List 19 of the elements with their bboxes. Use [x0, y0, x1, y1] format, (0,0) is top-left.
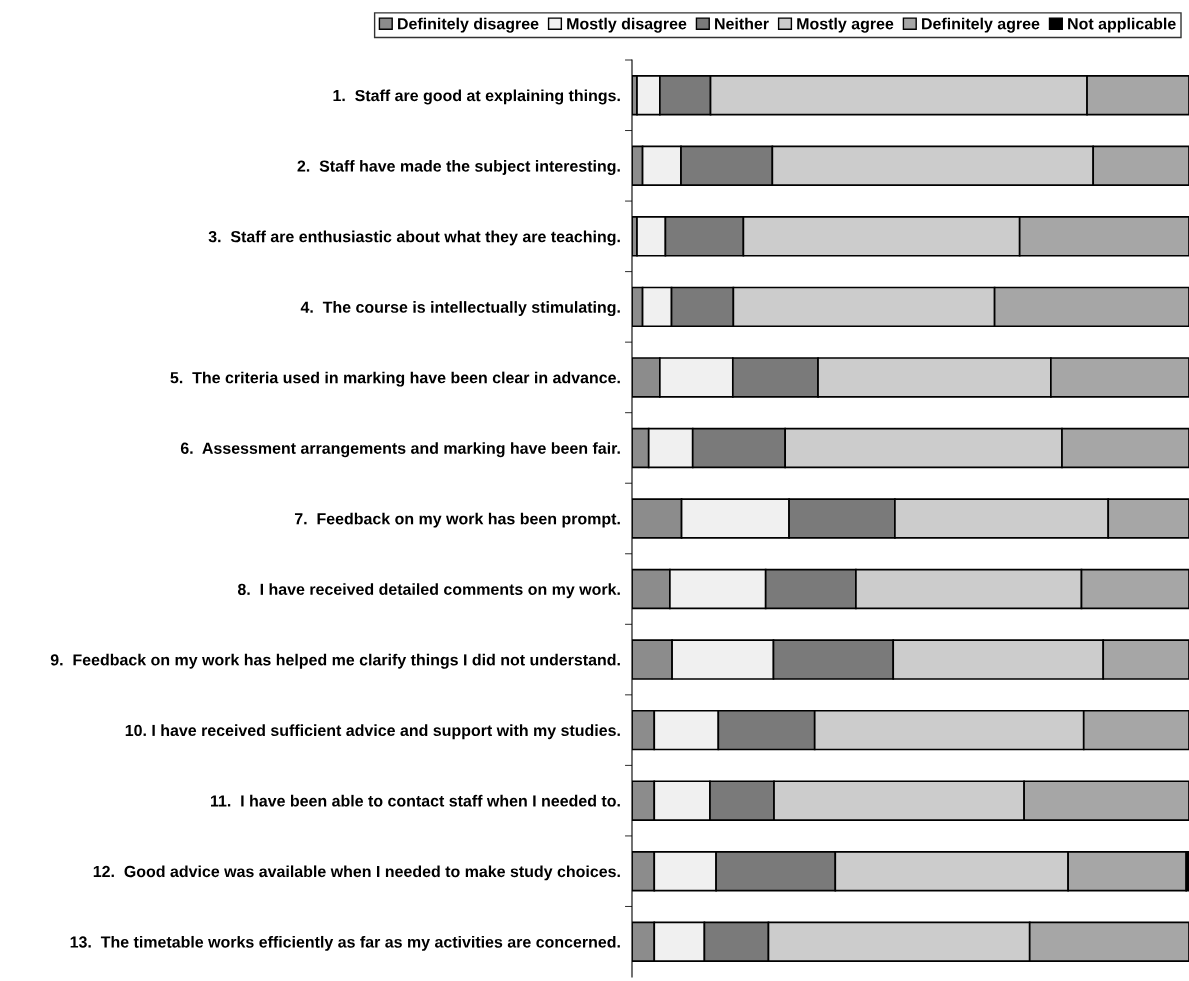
legend-label: Mostly disagree [567, 17, 687, 33]
y-tick-label: 6. Assessment arrangements and marking have been fair. [180, 442, 620, 458]
y-tick-label: 12. Good advice was available when I needed to make study choices. [93, 865, 620, 881]
legend-label: Not applicable [1068, 17, 1176, 33]
y-tick-label: 1. Staff are good at explaining things. [333, 89, 620, 105]
y-tick-label: 9. Feedback on my work has helped me clarify things I did not understand. [50, 653, 620, 669]
y-tick-label: 3. Staff are enthusiastic about what they are teaching. [208, 230, 620, 246]
y-tick-label: 5. The criteria used in marking have been clear in advance. [170, 371, 620, 387]
y-tick-label: 7. Feedback on my work has been prompt. [294, 512, 620, 528]
y-tick-label: 8. I have received detailed comments on my work. [237, 583, 620, 599]
legend-label: Definitely agree [922, 17, 1040, 33]
legend-label: Neither [715, 17, 769, 30]
y-tick-label: 4. The course is intellectually stimulating. [300, 301, 620, 317]
legend-label: Mostly agree [797, 17, 894, 33]
legend-label: Definitely disagree [398, 17, 539, 33]
y-tick-label: 13. The timetable works efficiently as far as my activities are concerned. [70, 935, 620, 951]
y-tick-label: 10. I have received sufficient advice and support with my studies. [125, 724, 620, 740]
y-tick-label: 11. I have been able to contact staff when I needed to. [210, 794, 620, 807]
y-tick-label: 2. Staff have made the subject interesting. [297, 160, 620, 175]
